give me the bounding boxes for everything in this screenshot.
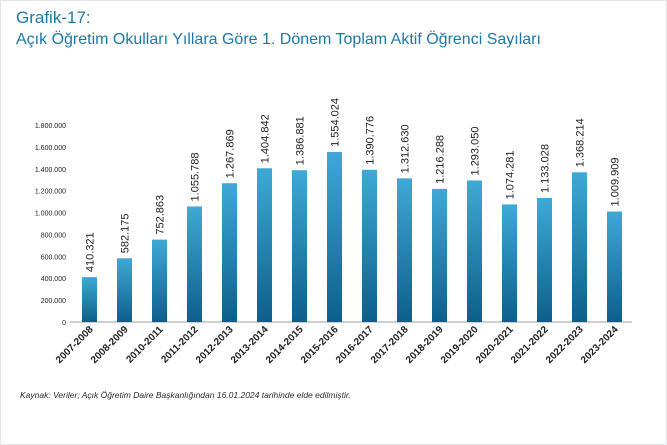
- bar: [187, 206, 202, 322]
- bar: [292, 170, 307, 322]
- bar: [117, 258, 132, 322]
- value-label: 1.390.776: [365, 116, 377, 165]
- bar: [432, 188, 447, 322]
- bar: [397, 178, 412, 322]
- bar: [257, 168, 272, 322]
- figure-number: Grafik-17:: [16, 8, 91, 27]
- y-tick-label: 1.600.000: [35, 145, 66, 152]
- value-label: 1.055.788: [190, 153, 202, 202]
- value-label: 1.554.024: [330, 98, 342, 147]
- bar: [222, 183, 237, 322]
- y-tick-label: 1.400.000: [35, 167, 66, 174]
- value-label: 1.267.869: [225, 129, 237, 178]
- value-label: 1.074.281: [505, 150, 517, 199]
- value-label: 1.293.050: [470, 127, 482, 176]
- value-label: 1.009.909: [610, 158, 622, 207]
- value-label: 410.321: [85, 232, 97, 272]
- x-tick-label: 2008-2009: [89, 324, 131, 366]
- value-labels: 410.321 582.175 752.863 1.055.788 1.267.869 1…: [85, 98, 622, 272]
- y-tick-label: 800.000: [41, 232, 66, 239]
- value-label: 1.368.214: [575, 118, 587, 167]
- bar: [572, 172, 587, 322]
- bar: [362, 169, 377, 322]
- y-tick-label: 600.000: [41, 254, 66, 261]
- bar: [467, 180, 482, 322]
- value-label: 752.863: [155, 195, 167, 235]
- bar: [327, 151, 342, 322]
- bar: [502, 204, 517, 322]
- x-axis-labels: 2007-20082008-20092010-20112011-20122012…: [54, 324, 621, 366]
- bar: [537, 197, 552, 322]
- value-label: 582.175: [120, 214, 132, 254]
- y-tick-label: 1.000.000: [35, 211, 66, 218]
- value-label: 1.404.842: [260, 114, 272, 163]
- value-label: 1.386.881: [295, 116, 307, 165]
- bar: [152, 239, 167, 322]
- y-tick-label: 1.800.000: [35, 123, 66, 130]
- bars: [82, 151, 622, 322]
- bar: [82, 277, 97, 322]
- y-tick-label: 1.200.000: [35, 189, 66, 196]
- value-label: 1.312.630: [400, 124, 412, 173]
- bar: [607, 211, 622, 322]
- x-tick-label: 2023-2024: [579, 324, 621, 366]
- source-note: Kaynak: Veriler; Açık Öğretim Daire Başk…: [20, 390, 351, 400]
- value-label: 1.133.028: [540, 144, 552, 193]
- y-tick-label: 0: [62, 320, 66, 327]
- chart-title: Açık Öğretim Okulları Yıllara Göre 1. Dö…: [16, 31, 541, 48]
- y-tick-label: 200.000: [41, 298, 66, 305]
- value-label: 1.216.288: [435, 135, 447, 184]
- y-tick-label: 400.000: [41, 276, 66, 283]
